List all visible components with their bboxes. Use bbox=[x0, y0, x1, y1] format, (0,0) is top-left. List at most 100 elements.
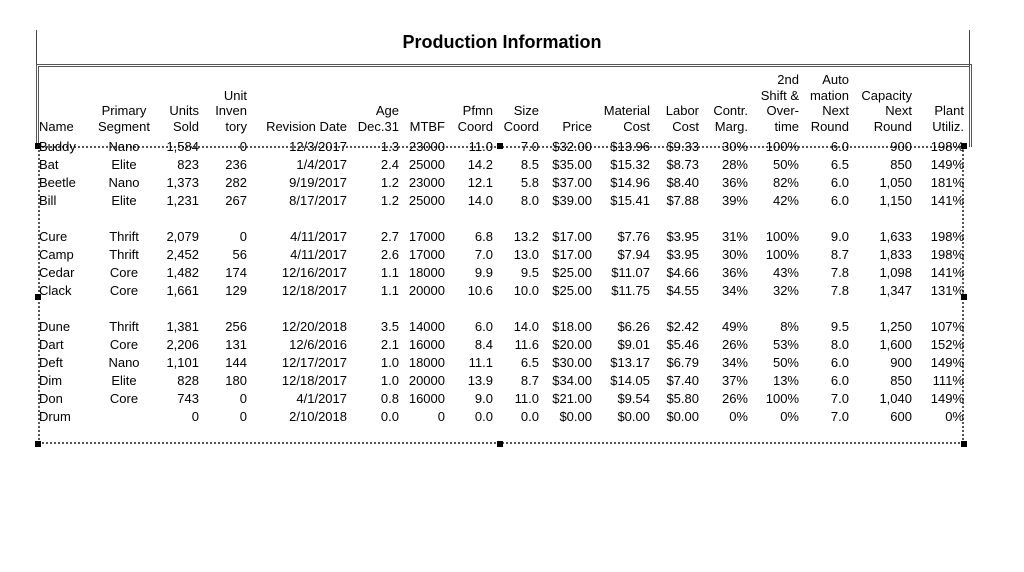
cell: 282 bbox=[225, 175, 247, 190]
header-line: Marg. bbox=[714, 118, 748, 134]
header-line: Size bbox=[513, 103, 539, 118]
cell: 9.5 bbox=[830, 319, 849, 334]
header-line: Over- bbox=[766, 103, 800, 118]
cell: $9.54 bbox=[617, 391, 650, 406]
cell: $37.00 bbox=[552, 175, 592, 190]
cell: $6.26 bbox=[617, 319, 650, 334]
cell: 56 bbox=[232, 247, 247, 262]
cell: $9.33 bbox=[666, 139, 699, 154]
cell: $11.07 bbox=[611, 265, 650, 280]
header-line: Utiliz. bbox=[932, 118, 964, 134]
cell: 18000 bbox=[408, 355, 445, 370]
cell: 0% bbox=[780, 409, 799, 424]
handle bbox=[35, 441, 41, 447]
cell: 10.0 bbox=[513, 283, 539, 298]
data-row: Deft Nano 1,101 144 12/17/2017 1.0 18000 11.1 6.… bbox=[37, 354, 966, 372]
cell: 0 bbox=[239, 229, 247, 244]
cell: 36% bbox=[721, 175, 748, 190]
cell: 30% bbox=[721, 247, 748, 262]
cell: 2.7 bbox=[380, 229, 399, 244]
cell: 50% bbox=[772, 355, 799, 370]
cell: $15.41 bbox=[610, 193, 650, 208]
cell: 12/16/2017 bbox=[281, 265, 347, 280]
title: Production Information bbox=[402, 32, 602, 52]
cell: 9.0 bbox=[830, 229, 849, 244]
header-line: 2nd bbox=[777, 72, 799, 87]
cell: 149% bbox=[930, 355, 964, 370]
header-line: Cost bbox=[623, 118, 650, 134]
cell: 7.0 bbox=[830, 409, 849, 424]
cell: $7.88 bbox=[666, 193, 699, 208]
cell: 1.1 bbox=[380, 265, 399, 280]
cell: 13.0 bbox=[513, 247, 539, 262]
cell: 2.6 bbox=[380, 247, 399, 262]
cell: 12/3/2017 bbox=[289, 139, 347, 154]
cell: 1,661 bbox=[166, 283, 199, 298]
cell: $15.32 bbox=[610, 157, 650, 172]
data-row: Dim Elite 828 180 12/18/2017 1.0 20000 13.9 8.7 $… bbox=[37, 372, 966, 390]
cell: 49% bbox=[721, 319, 748, 334]
cell: Core bbox=[109, 391, 139, 406]
cell: Clack bbox=[39, 283, 72, 298]
cell: $30.00 bbox=[552, 355, 592, 370]
header-line: Unit bbox=[223, 87, 247, 103]
cell: 34% bbox=[721, 283, 748, 298]
data-row: Cure Thrift 2,079 0 4/11/2017 2.7 17000 6.8 13.2… bbox=[37, 228, 966, 246]
handle bbox=[961, 143, 967, 149]
cell: 20000 bbox=[408, 283, 445, 298]
cell: $0.00 bbox=[617, 409, 650, 424]
cell: 1,250 bbox=[879, 319, 912, 334]
cell: 256 bbox=[225, 319, 247, 334]
cell: $11.75 bbox=[611, 283, 650, 298]
cell: Beetle bbox=[39, 175, 76, 190]
cell: $13.17 bbox=[610, 355, 650, 370]
cell: 14.2 bbox=[467, 157, 493, 172]
header-line: Coord bbox=[457, 118, 493, 134]
cell: 129 bbox=[225, 283, 247, 298]
cell: $39.00 bbox=[552, 193, 592, 208]
cell: $35.00 bbox=[552, 157, 592, 172]
cell: 107% bbox=[930, 319, 964, 334]
cell: 18000 bbox=[408, 265, 445, 280]
cell: 1.3 bbox=[380, 139, 399, 154]
header-line: Sold bbox=[172, 118, 199, 134]
data-row: Buddy Nano 1,584 0 12/3/2017 1.3 23000 11.0 7.0 $… bbox=[37, 138, 966, 156]
handle bbox=[497, 143, 503, 149]
cell: $7.94 bbox=[617, 247, 650, 262]
header-line: Round bbox=[873, 118, 912, 134]
cell: 1.0 bbox=[380, 355, 399, 370]
cell: $5.46 bbox=[666, 337, 699, 352]
column-header: Price bbox=[541, 68, 594, 138]
cell: 0.0 bbox=[380, 409, 399, 424]
cell: 8.7 bbox=[520, 373, 539, 388]
cell: 1,101 bbox=[166, 355, 199, 370]
cell: 43% bbox=[772, 265, 799, 280]
cell: $14.96 bbox=[610, 175, 650, 190]
cell: 1,373 bbox=[166, 175, 199, 190]
cell: Core bbox=[109, 283, 139, 298]
header-line: Dec.31 bbox=[357, 118, 399, 134]
header-box bbox=[36, 64, 972, 147]
data-row: Bill Elite 1,231 267 8/17/2017 1.2 25000 14.0 8.… bbox=[37, 192, 966, 210]
cell: 10.6 bbox=[467, 283, 493, 298]
cell: $17.00 bbox=[552, 229, 592, 244]
cell: $25.00 bbox=[552, 265, 592, 280]
cell: 174 bbox=[225, 265, 247, 280]
cell: 12.1 bbox=[467, 175, 493, 190]
cell: $8.73 bbox=[666, 157, 699, 172]
cell: 26% bbox=[721, 337, 748, 352]
cell: 823 bbox=[177, 157, 199, 172]
column-header: Material Cost bbox=[594, 68, 652, 138]
cell: 12/6/2016 bbox=[289, 337, 347, 352]
header-line: Units bbox=[169, 103, 199, 118]
cell: 16000 bbox=[408, 337, 445, 352]
cell: 32% bbox=[772, 283, 799, 298]
cell: 6.0 bbox=[830, 373, 849, 388]
cell: 1,584 bbox=[166, 139, 199, 154]
cell: 149% bbox=[930, 391, 964, 406]
header-line: Next bbox=[822, 103, 849, 118]
cell: 2,206 bbox=[166, 337, 199, 352]
cell: 13.9 bbox=[467, 373, 493, 388]
cell: 20000 bbox=[408, 373, 445, 388]
cell: 11.1 bbox=[468, 355, 493, 370]
